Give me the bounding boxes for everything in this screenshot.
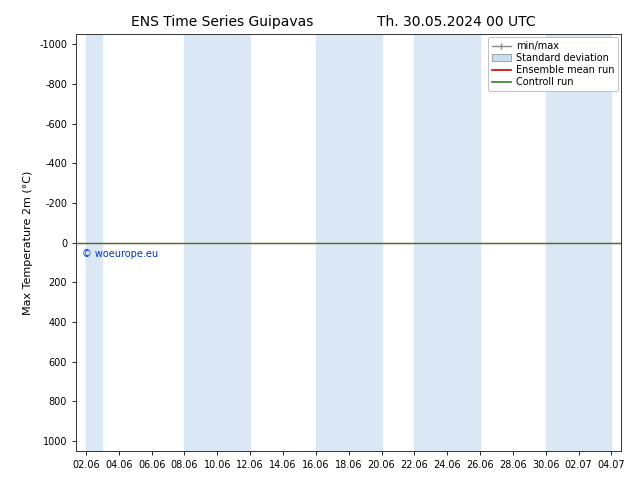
Bar <box>316 34 382 451</box>
Bar <box>86 34 102 451</box>
Y-axis label: Max Temperature 2m (°C): Max Temperature 2m (°C) <box>23 171 34 315</box>
Legend: min/max, Standard deviation, Ensemble mean run, Controll run: min/max, Standard deviation, Ensemble me… <box>488 37 618 91</box>
Text: Th. 30.05.2024 00 UTC: Th. 30.05.2024 00 UTC <box>377 15 536 29</box>
Bar <box>415 34 480 451</box>
Bar <box>546 34 611 451</box>
Bar <box>184 34 250 451</box>
Text: © woeurope.eu: © woeurope.eu <box>82 249 158 259</box>
Text: ENS Time Series Guipavas: ENS Time Series Guipavas <box>131 15 313 29</box>
